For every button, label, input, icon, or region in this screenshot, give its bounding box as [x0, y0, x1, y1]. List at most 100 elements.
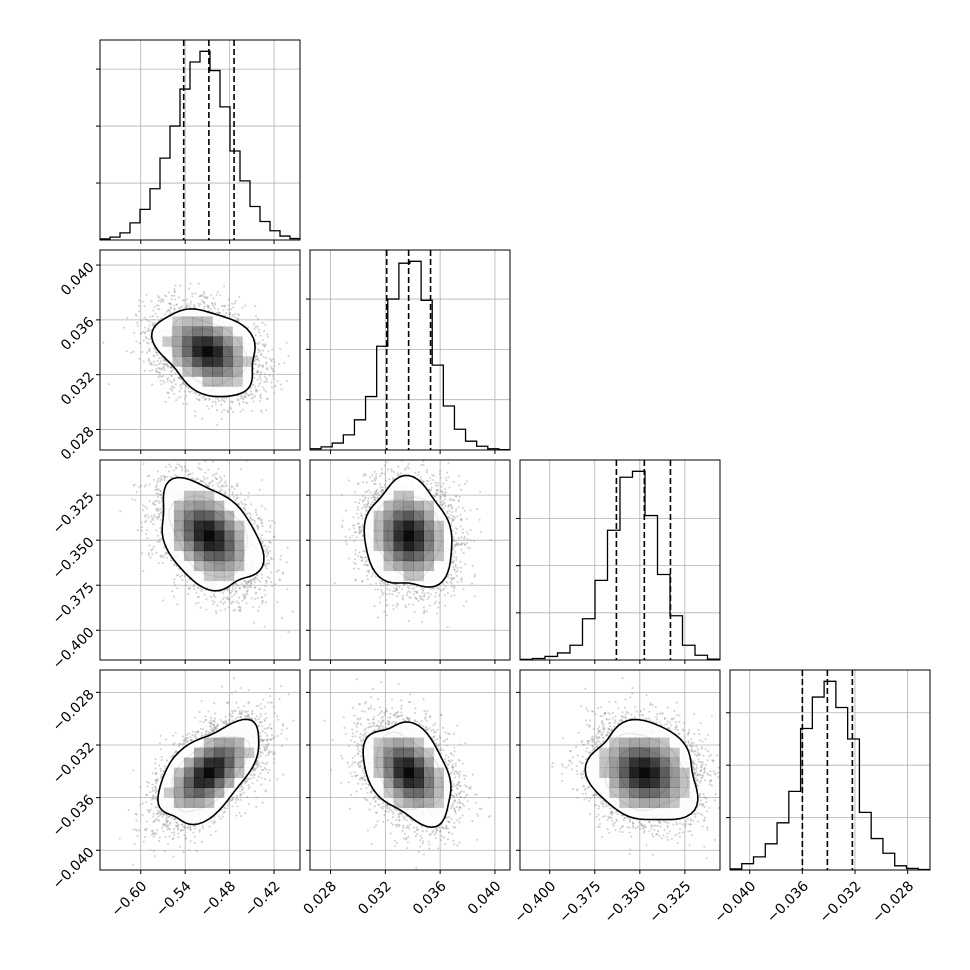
sample-point — [223, 481, 226, 485]
sample-point — [154, 503, 157, 506]
sample-point — [281, 572, 285, 575]
sample-point — [159, 527, 162, 530]
sample-point — [246, 580, 249, 583]
sample-point — [188, 587, 191, 590]
sample-point — [163, 476, 167, 479]
sample-point — [242, 398, 245, 401]
sample-point — [384, 486, 387, 489]
sample-point — [255, 371, 258, 374]
sample-point — [197, 466, 200, 469]
sample-point — [405, 467, 408, 470]
sample-point — [265, 579, 268, 583]
sample-point — [165, 310, 169, 313]
sample-point — [357, 482, 360, 486]
sample-point — [235, 591, 238, 594]
sample-point — [264, 323, 267, 326]
sample-point — [260, 505, 263, 508]
sample-point — [262, 330, 266, 333]
sample-point — [246, 582, 249, 585]
sample-point — [198, 398, 201, 401]
sample-point — [447, 504, 450, 507]
sample-point — [246, 588, 249, 591]
sample-point — [228, 311, 231, 314]
sample-point — [385, 587, 388, 590]
sample-point — [197, 394, 200, 397]
density-cell — [182, 326, 193, 337]
sample-point — [260, 522, 263, 525]
sample-point — [153, 500, 156, 503]
sample-point — [154, 350, 157, 354]
sample-point — [379, 579, 382, 582]
sample-point — [162, 300, 165, 303]
sample-point — [246, 593, 249, 596]
density-cell — [183, 550, 195, 562]
sample-point — [155, 492, 158, 495]
sample-point — [362, 495, 365, 498]
sample-point — [185, 298, 189, 301]
density-cell — [212, 376, 223, 387]
sample-point — [156, 295, 160, 298]
sample-point — [271, 519, 274, 522]
sample-point — [267, 350, 270, 353]
sample-point — [261, 364, 264, 367]
sample-point — [418, 595, 421, 598]
sample-point — [214, 609, 217, 613]
sample-point — [374, 498, 377, 501]
sample-point — [365, 506, 368, 509]
sample-point — [265, 361, 268, 364]
sample-point — [231, 600, 234, 603]
sample-point — [454, 495, 457, 498]
sample-point — [266, 333, 269, 336]
contour-level-4 — [150, 308, 256, 398]
sample-point — [148, 348, 151, 351]
sample-point — [452, 548, 455, 551]
sample-point — [456, 515, 459, 518]
sample-point — [459, 513, 462, 516]
sample-point — [381, 468, 384, 471]
sample-point — [155, 351, 158, 355]
sample-point — [263, 625, 266, 628]
sample-point — [259, 536, 262, 539]
density-cell — [203, 520, 215, 532]
sample-point — [247, 580, 250, 583]
sample-point — [408, 596, 411, 599]
sample-point — [214, 397, 217, 400]
sample-point — [230, 595, 234, 598]
sample-point — [160, 383, 163, 386]
sample-point — [361, 507, 364, 510]
sample-point — [452, 565, 455, 569]
sample-point — [356, 508, 359, 511]
sample-point — [261, 600, 264, 603]
sample-point — [236, 484, 239, 487]
sample-point — [442, 482, 445, 485]
sample-point — [354, 579, 357, 582]
sample-point — [160, 298, 163, 301]
sample-point — [269, 524, 272, 527]
sample-point — [276, 600, 279, 604]
sample-point — [236, 482, 239, 485]
sample-point — [156, 507, 160, 510]
sample-point — [188, 391, 191, 394]
sample-point — [147, 357, 151, 360]
sample-point — [355, 512, 358, 515]
sample-point — [197, 595, 200, 598]
sample-point — [247, 580, 250, 583]
sample-point — [449, 498, 452, 502]
sample-point — [199, 480, 203, 483]
sample-point — [233, 499, 236, 502]
sample-point — [391, 593, 394, 596]
sample-point — [170, 298, 173, 301]
sample-point — [158, 516, 161, 519]
sample-point — [257, 328, 260, 331]
sample-point — [163, 381, 166, 384]
sample-point — [411, 587, 414, 590]
sample-point — [174, 473, 177, 476]
sample-point — [158, 371, 161, 374]
sample-point — [228, 588, 231, 592]
sample-point — [386, 603, 389, 606]
sample-point — [393, 589, 397, 593]
sample-point — [159, 518, 162, 521]
sample-point — [238, 587, 241, 590]
sample-point — [174, 284, 177, 287]
sample-point — [450, 517, 454, 520]
